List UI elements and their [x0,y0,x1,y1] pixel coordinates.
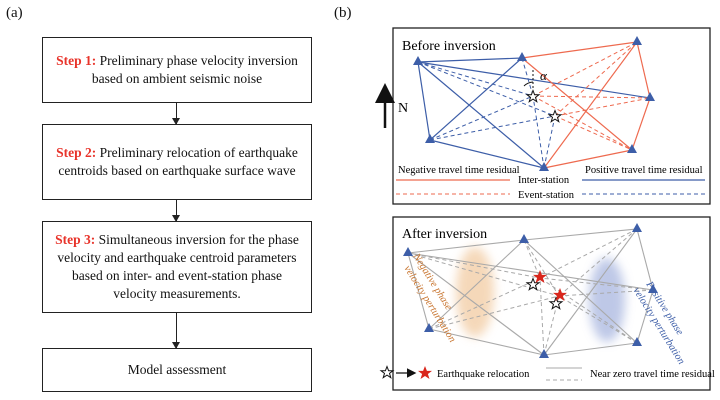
model-assessment-text: Model assessment [127,361,227,377]
legend-inter-station-label: Inter-station [518,175,570,186]
station-icon [645,92,655,101]
after-stations [403,223,658,358]
initial-event-star-icon [548,296,564,310]
before-inversion-frame [392,27,711,205]
arrow-step2-step3 [170,200,182,222]
station-icon [519,234,529,243]
step-1-label: Step 1: [56,52,97,68]
after-inversion-frame [392,216,711,391]
relocated-event-star-icon [533,270,547,283]
positive-perturbation-label-1: Positive phase [643,279,685,338]
before-events [525,89,563,123]
station-icon [632,223,642,232]
station-icon [648,284,658,293]
step-1-text: Preliminary phase velocity inversion bas… [91,52,298,86]
arrow-step3-assessment [170,313,182,349]
near-zero-solid-paths [407,228,654,356]
negative-dashed-paths [532,41,651,151]
initial-event-star-icon [525,277,541,291]
near-zero-dashed-paths [407,228,654,356]
positive-perturbation-blob [589,258,625,342]
event-star-icon [547,109,563,123]
relocated-event-star-icon [553,288,567,301]
negative-perturbation-label-2: velocity perturbation [401,264,457,345]
alpha-label: α [540,68,548,83]
negative-perturbation-blob [456,247,494,337]
step-1-box: Step 1: Preliminary phase velocity inver… [42,37,312,103]
step-2-text: Preliminary relocation of earthquake cen… [58,144,298,178]
station-icon [539,162,549,171]
legend-positive-label: Positive travel time residual [585,165,703,176]
negative-perturbation-label-1: Negative phase [410,251,454,313]
station-icon [425,134,435,143]
positive-perturbation-label-2: velocity perturbation [630,286,686,367]
station-icon [424,323,434,332]
north-label: N [398,101,408,116]
panel-a-label: (a) [6,5,23,21]
positive-solid-paths [417,57,651,169]
station-icon [632,337,642,346]
legend-negative-label: Negative travel time residual [398,165,520,176]
before-stations [413,36,655,171]
step-3-label: Step 3: [55,231,96,247]
legend-relocation-label: Earthquake relocation [437,369,530,380]
legend-event-station-label: Event-station [518,190,575,201]
before-inversion-title: Before inversion [402,39,496,54]
arrow-step1-step2 [170,103,182,125]
station-icon [627,144,637,153]
positive-dashed-paths [417,57,556,169]
step-3-text: Simultaneous inversion for the phase vel… [57,231,299,302]
legend-near-zero-label: Near zero travel time residual [590,369,715,380]
legend-initial-star-icon [379,365,395,379]
alpha-arc [523,81,534,87]
step-2-box: Step 2: Preliminary relocation of earthq… [42,124,312,200]
relocation-stars [525,270,567,310]
step-2-label: Step 2: [56,144,97,160]
negative-solid-paths [521,41,651,169]
panel-b-label: (b) [334,5,352,21]
station-icon [632,36,642,45]
station-icon [403,247,413,256]
step-3-box: Step 3: Simultaneous inversion for the p… [42,221,312,313]
model-assessment-box: Model assessment [42,348,312,392]
after-inversion-title: After inversion [402,227,487,242]
event-star-icon [525,89,541,103]
station-icon [413,56,423,65]
station-icon [517,52,527,61]
legend-relocated-star-icon [418,366,432,379]
station-icon [539,349,549,358]
